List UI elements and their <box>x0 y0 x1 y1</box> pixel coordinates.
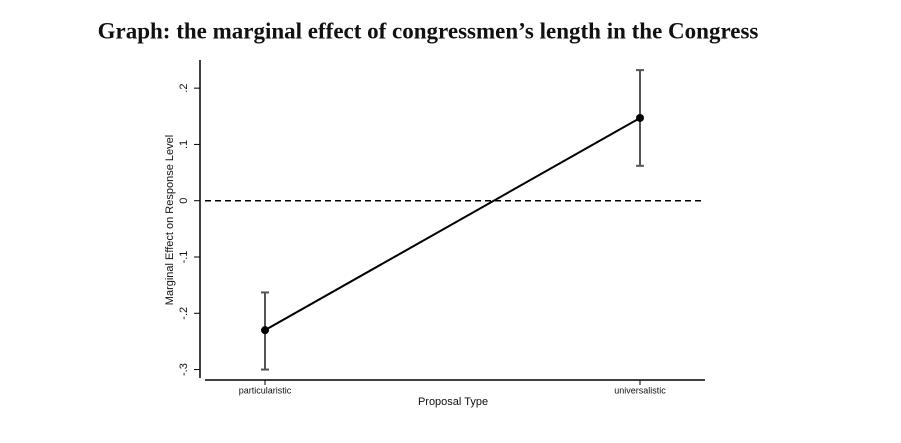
y-tick-label: .1 <box>178 140 190 149</box>
point <box>636 113 644 122</box>
line <box>264 117 641 332</box>
x-tick-label: particularistic <box>239 385 292 395</box>
point <box>261 326 269 335</box>
y-tick-label: -.2 <box>178 307 190 320</box>
y-tick-label: -.3 <box>178 363 190 376</box>
y-tick-label: 0 <box>178 198 190 204</box>
y-tick-label: -.1 <box>178 251 190 264</box>
x-axis-label: Proposal Type <box>418 396 488 408</box>
y-axis-label: Marginal Effect on Response Level <box>164 135 176 305</box>
y-tick-label: .2 <box>178 84 190 93</box>
chart-title: Graph: the marginal effect of congressme… <box>98 18 759 43</box>
x-tick-label: universalistic <box>614 385 666 395</box>
